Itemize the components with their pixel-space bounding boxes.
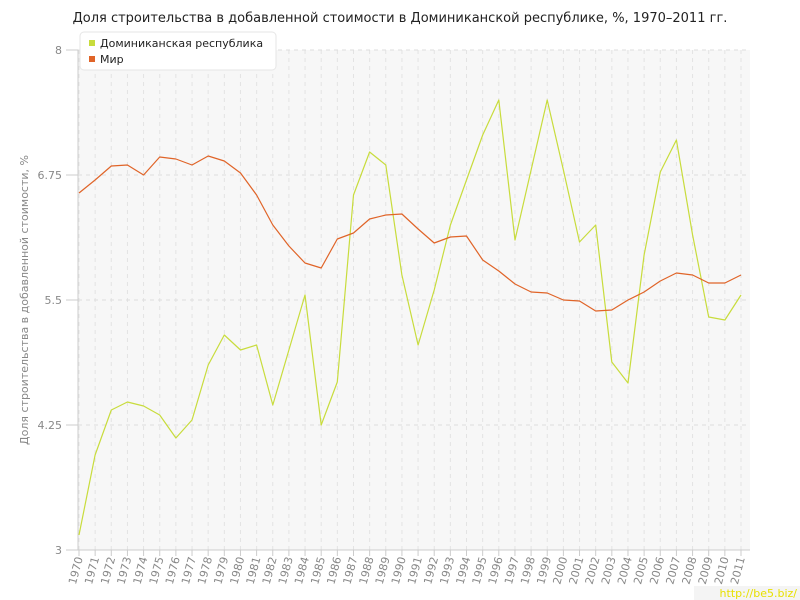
y-axis-label: Доля строительства в добавленной стоимос… (18, 155, 31, 445)
watermark-bg (694, 586, 800, 600)
legend-swatch-world (89, 56, 95, 62)
y-tick-label: 6.75 (38, 169, 63, 182)
legend: Доминиканская республика Мир (79, 31, 277, 71)
series-line-dominican-republic (78, 99, 742, 536)
legend-label-world[interactable]: Мир (100, 53, 124, 66)
legend-label-dominican-republic[interactable]: Доминиканская республика (100, 37, 263, 50)
y-tick-label: 8 (55, 44, 62, 57)
axes (66, 49, 750, 556)
x-tick-labels: 1970197119721973197419751976197719781979… (66, 555, 748, 585)
series-line-world (78, 155, 742, 312)
y-tick-label: 4.25 (38, 419, 63, 432)
y-tick-labels: 3 4.25 5.5 6.75 8 (38, 44, 63, 557)
y-tick-label: 3 (55, 544, 62, 557)
watermark-link[interactable]: http://be5.biz/ (720, 587, 798, 600)
gridlines (78, 49, 750, 551)
legend-box (79, 31, 277, 71)
chart-title: Доля строительства в добавленной стоимос… (73, 11, 728, 26)
y-tick-label: 5.5 (45, 294, 63, 307)
series-lines (78, 99, 742, 536)
legend-swatch-dominican-republic (89, 40, 95, 46)
